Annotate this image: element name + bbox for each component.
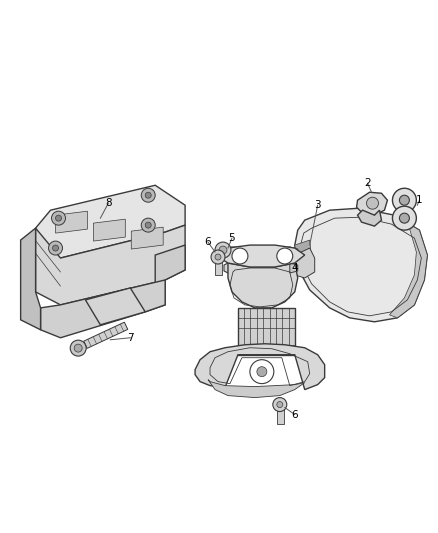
Polygon shape — [215, 245, 305, 267]
Circle shape — [232, 248, 248, 264]
Polygon shape — [208, 379, 305, 398]
Text: 6: 6 — [205, 237, 212, 247]
Circle shape — [141, 188, 155, 202]
Circle shape — [141, 218, 155, 232]
Text: 7: 7 — [127, 333, 134, 343]
Text: 6: 6 — [291, 409, 298, 419]
Polygon shape — [145, 245, 185, 312]
Circle shape — [399, 195, 410, 205]
Circle shape — [277, 248, 293, 264]
Circle shape — [145, 192, 151, 198]
Circle shape — [215, 242, 231, 258]
Polygon shape — [41, 280, 165, 338]
Polygon shape — [389, 215, 427, 318]
Circle shape — [53, 245, 59, 251]
Circle shape — [250, 360, 274, 384]
Text: 1: 1 — [416, 195, 423, 205]
Circle shape — [74, 344, 82, 352]
Circle shape — [211, 250, 225, 264]
Circle shape — [277, 401, 283, 408]
Polygon shape — [224, 263, 294, 273]
Polygon shape — [35, 225, 185, 305]
Polygon shape — [295, 248, 314, 278]
Circle shape — [49, 241, 63, 255]
Polygon shape — [228, 263, 298, 308]
Text: 3: 3 — [314, 200, 321, 210]
Polygon shape — [357, 210, 381, 226]
Text: 8: 8 — [105, 198, 112, 208]
Polygon shape — [93, 219, 125, 241]
Polygon shape — [295, 240, 312, 265]
Polygon shape — [224, 247, 294, 257]
Text: 2: 2 — [364, 178, 371, 188]
Circle shape — [215, 254, 221, 260]
Polygon shape — [195, 344, 325, 390]
Polygon shape — [290, 263, 298, 273]
Polygon shape — [85, 288, 145, 325]
Circle shape — [257, 367, 267, 377]
Circle shape — [392, 206, 417, 230]
Circle shape — [56, 215, 61, 221]
Circle shape — [145, 222, 151, 228]
Circle shape — [367, 197, 378, 209]
Circle shape — [399, 213, 410, 223]
Polygon shape — [238, 308, 295, 355]
Polygon shape — [215, 257, 222, 275]
Polygon shape — [21, 228, 41, 330]
Circle shape — [52, 211, 66, 225]
Circle shape — [392, 188, 417, 212]
Circle shape — [70, 340, 86, 356]
Polygon shape — [357, 192, 388, 215]
Polygon shape — [56, 211, 88, 233]
Polygon shape — [35, 185, 185, 258]
Text: 5: 5 — [229, 233, 235, 243]
Polygon shape — [131, 227, 163, 249]
Circle shape — [273, 398, 287, 411]
Text: 4: 4 — [291, 263, 298, 273]
Polygon shape — [295, 208, 427, 322]
Polygon shape — [84, 322, 128, 349]
Polygon shape — [290, 247, 298, 257]
Polygon shape — [277, 405, 284, 424]
Circle shape — [219, 246, 227, 254]
